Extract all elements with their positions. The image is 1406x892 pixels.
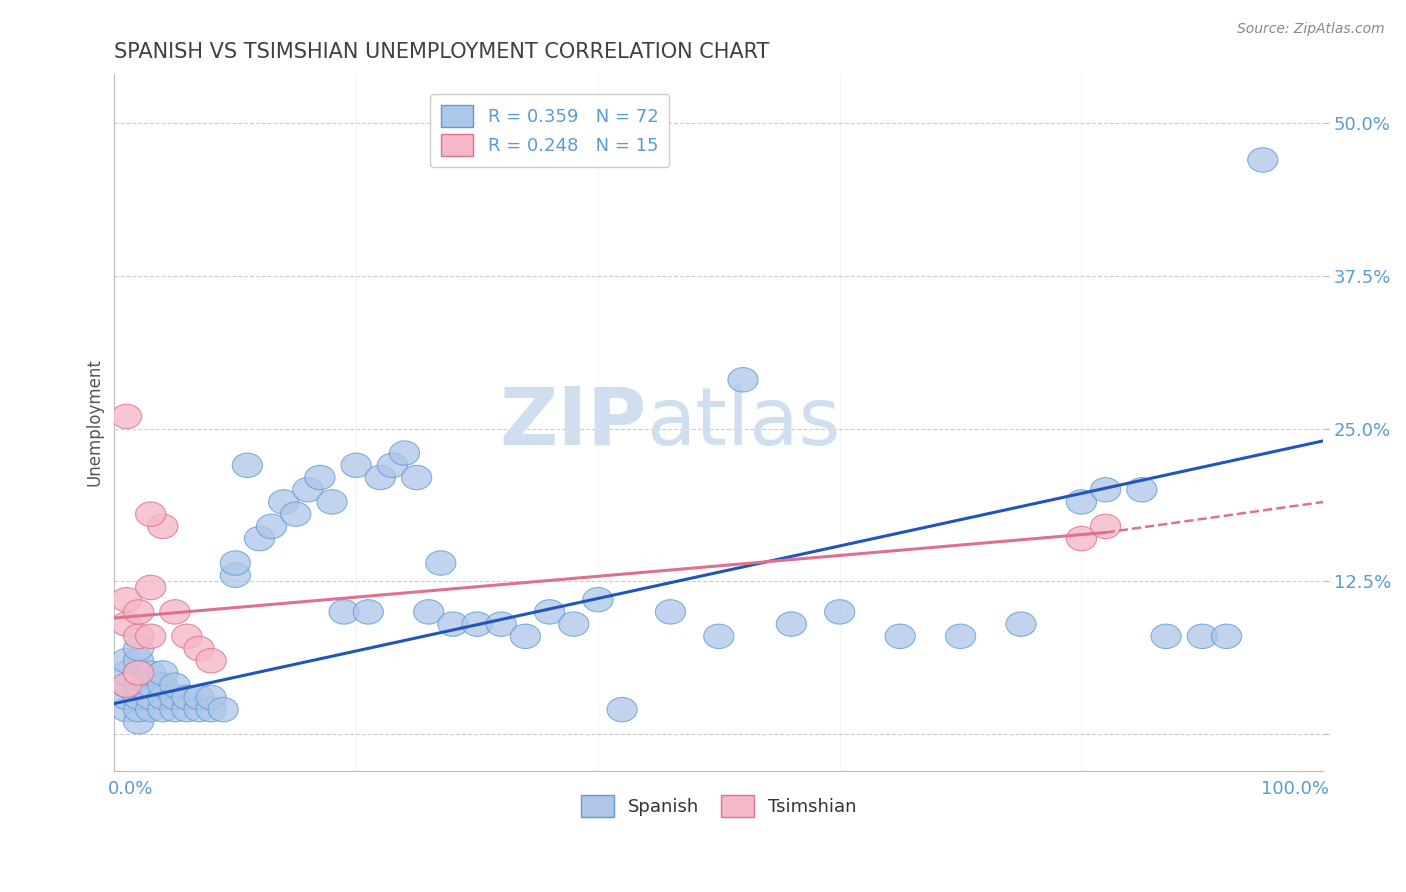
Ellipse shape — [111, 685, 142, 710]
Ellipse shape — [124, 698, 153, 722]
Ellipse shape — [437, 612, 468, 636]
Ellipse shape — [1091, 477, 1121, 502]
Text: 100.0%: 100.0% — [1261, 780, 1329, 798]
Ellipse shape — [172, 685, 202, 710]
Text: ZIP: ZIP — [499, 384, 647, 461]
Ellipse shape — [195, 698, 226, 722]
Ellipse shape — [135, 661, 166, 685]
Text: atlas: atlas — [647, 384, 841, 461]
Ellipse shape — [148, 698, 179, 722]
Ellipse shape — [195, 685, 226, 710]
Ellipse shape — [160, 685, 190, 710]
Ellipse shape — [1126, 477, 1157, 502]
Ellipse shape — [124, 661, 153, 685]
Ellipse shape — [402, 466, 432, 490]
Ellipse shape — [148, 685, 179, 710]
Ellipse shape — [256, 514, 287, 539]
Ellipse shape — [486, 612, 516, 636]
Ellipse shape — [703, 624, 734, 648]
Ellipse shape — [124, 599, 153, 624]
Ellipse shape — [135, 502, 166, 526]
Ellipse shape — [776, 612, 807, 636]
Ellipse shape — [111, 612, 142, 636]
Ellipse shape — [184, 685, 214, 710]
Ellipse shape — [160, 599, 190, 624]
Ellipse shape — [221, 563, 250, 588]
Text: 0.0%: 0.0% — [108, 780, 153, 798]
Y-axis label: Unemployment: Unemployment — [86, 359, 103, 486]
Ellipse shape — [413, 599, 444, 624]
Ellipse shape — [111, 588, 142, 612]
Ellipse shape — [1066, 490, 1097, 514]
Ellipse shape — [366, 466, 395, 490]
Ellipse shape — [377, 453, 408, 477]
Ellipse shape — [135, 698, 166, 722]
Ellipse shape — [124, 624, 153, 648]
Ellipse shape — [195, 648, 226, 673]
Ellipse shape — [463, 612, 492, 636]
Ellipse shape — [884, 624, 915, 648]
Ellipse shape — [111, 648, 142, 673]
Ellipse shape — [342, 453, 371, 477]
Ellipse shape — [111, 698, 142, 722]
Legend: Spanish, Tsimshian: Spanish, Tsimshian — [574, 788, 863, 824]
Ellipse shape — [111, 404, 142, 429]
Ellipse shape — [1005, 612, 1036, 636]
Ellipse shape — [534, 599, 565, 624]
Ellipse shape — [124, 673, 153, 698]
Ellipse shape — [135, 673, 166, 698]
Ellipse shape — [607, 698, 637, 722]
Ellipse shape — [728, 368, 758, 392]
Ellipse shape — [148, 673, 179, 698]
Ellipse shape — [111, 673, 142, 698]
Ellipse shape — [148, 514, 179, 539]
Ellipse shape — [172, 698, 202, 722]
Ellipse shape — [281, 502, 311, 526]
Ellipse shape — [583, 588, 613, 612]
Text: Source: ZipAtlas.com: Source: ZipAtlas.com — [1237, 22, 1385, 37]
Ellipse shape — [148, 661, 179, 685]
Ellipse shape — [111, 661, 142, 685]
Ellipse shape — [208, 698, 238, 722]
Ellipse shape — [316, 490, 347, 514]
Ellipse shape — [1091, 514, 1121, 539]
Ellipse shape — [824, 599, 855, 624]
Ellipse shape — [945, 624, 976, 648]
Ellipse shape — [124, 661, 153, 685]
Ellipse shape — [329, 599, 359, 624]
Ellipse shape — [655, 599, 686, 624]
Ellipse shape — [232, 453, 263, 477]
Ellipse shape — [124, 648, 153, 673]
Ellipse shape — [160, 673, 190, 698]
Ellipse shape — [510, 624, 540, 648]
Ellipse shape — [184, 698, 214, 722]
Ellipse shape — [269, 490, 298, 514]
Ellipse shape — [426, 551, 456, 575]
Ellipse shape — [558, 612, 589, 636]
Ellipse shape — [135, 685, 166, 710]
Ellipse shape — [1212, 624, 1241, 648]
Ellipse shape — [1066, 526, 1097, 551]
Ellipse shape — [292, 477, 323, 502]
Ellipse shape — [353, 599, 384, 624]
Ellipse shape — [124, 636, 153, 661]
Ellipse shape — [221, 551, 250, 575]
Ellipse shape — [135, 624, 166, 648]
Ellipse shape — [245, 526, 274, 551]
Text: SPANISH VS TSIMSHIAN UNEMPLOYMENT CORRELATION CHART: SPANISH VS TSIMSHIAN UNEMPLOYMENT CORREL… — [114, 42, 770, 62]
Ellipse shape — [124, 710, 153, 734]
Ellipse shape — [1247, 148, 1278, 172]
Ellipse shape — [1152, 624, 1181, 648]
Ellipse shape — [124, 685, 153, 710]
Ellipse shape — [184, 636, 214, 661]
Ellipse shape — [389, 441, 419, 466]
Ellipse shape — [172, 624, 202, 648]
Ellipse shape — [135, 575, 166, 599]
Ellipse shape — [1187, 624, 1218, 648]
Ellipse shape — [111, 673, 142, 698]
Ellipse shape — [160, 698, 190, 722]
Ellipse shape — [305, 466, 335, 490]
